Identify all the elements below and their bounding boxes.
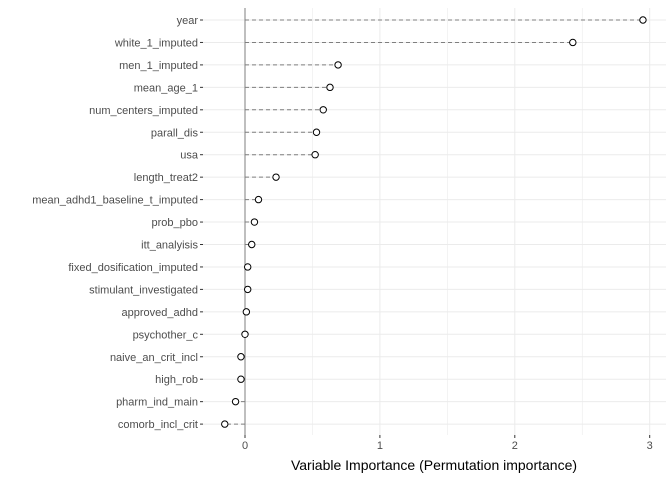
x-tick-label: 1 [377,440,383,452]
y-label-length_treat2: length_treat2 [134,172,198,184]
y-label-itt_analyisis: itt_analyisis [141,240,198,252]
x-tick-label: 0 [242,440,248,452]
y-label-fixed_dosification_imputed: fixed_dosification_imputed [68,262,198,274]
y-label-mean_adhd1_baseline_t_imputed: mean_adhd1_baseline_t_imputed [32,195,198,207]
point-usa [311,151,319,159]
y-label-white_1_imputed: white_1_imputed [114,37,198,49]
point-pharm_ind_main [231,397,240,406]
x-tick-label: 3 [647,440,653,452]
point-white_1_imputed [569,38,577,47]
data-points [221,16,647,428]
x-axis-ticks: 0 1 2 3 [242,435,653,452]
lollipop-segments [224,19,643,425]
point-comorb_incl_crit [221,420,229,428]
y-label-comorb_incl_crit: comorb_incl_crit [118,419,198,431]
point-num_centers_imputed [319,106,327,114]
point-approved_adhd [242,308,251,316]
x-axis-title: Variable Importance (Permutation importa… [291,457,577,473]
point-itt_analyisis [248,240,256,249]
point-year [639,16,647,24]
y-label-prob_pbo: prob_pbo [152,217,199,229]
point-mean_age_1 [326,83,334,92]
point-high_rob [237,375,245,383]
y-tick-labels: year white_1_imputed men_1_imputed mean_age… [32,15,203,431]
point-naive_an_crit_incl [237,353,245,361]
point-length_treat2 [272,173,280,181]
y-label-pharm_ind_main: pharm_ind_main [116,397,198,409]
point-psychother_c [241,330,249,338]
point-mean_adhd1_baseline_t_imputed [254,195,263,204]
point-fixed_dosification_imputed [243,263,252,271]
y-label-stimulant_investigated: stimulant_investigated [89,284,198,296]
point-stimulant_investigated [243,285,252,294]
y-label-psychother_c: psychother_c [133,329,199,341]
y-label-high_rob: high_rob [155,374,198,386]
y-label-mean_age_1: mean_age_1 [134,82,198,94]
x-tick-label: 2 [512,440,518,452]
y-label-naive_an_crit_incl: naive_an_crit_incl [110,352,198,364]
y-label-year: year [177,15,199,27]
point-prob_pbo [250,218,259,226]
y-label-men_1_imputed: men_1_imputed [119,60,198,72]
point-men_1_imputed [334,61,342,69]
point-parall_dis [312,128,321,136]
y-label-usa: usa [180,150,199,162]
y-label-num_centers_imputed: num_centers_imputed [89,105,198,117]
y-label-parall_dis: parall_dis [151,127,199,139]
y-label-approved_adhd: approved_adhd [122,307,198,319]
